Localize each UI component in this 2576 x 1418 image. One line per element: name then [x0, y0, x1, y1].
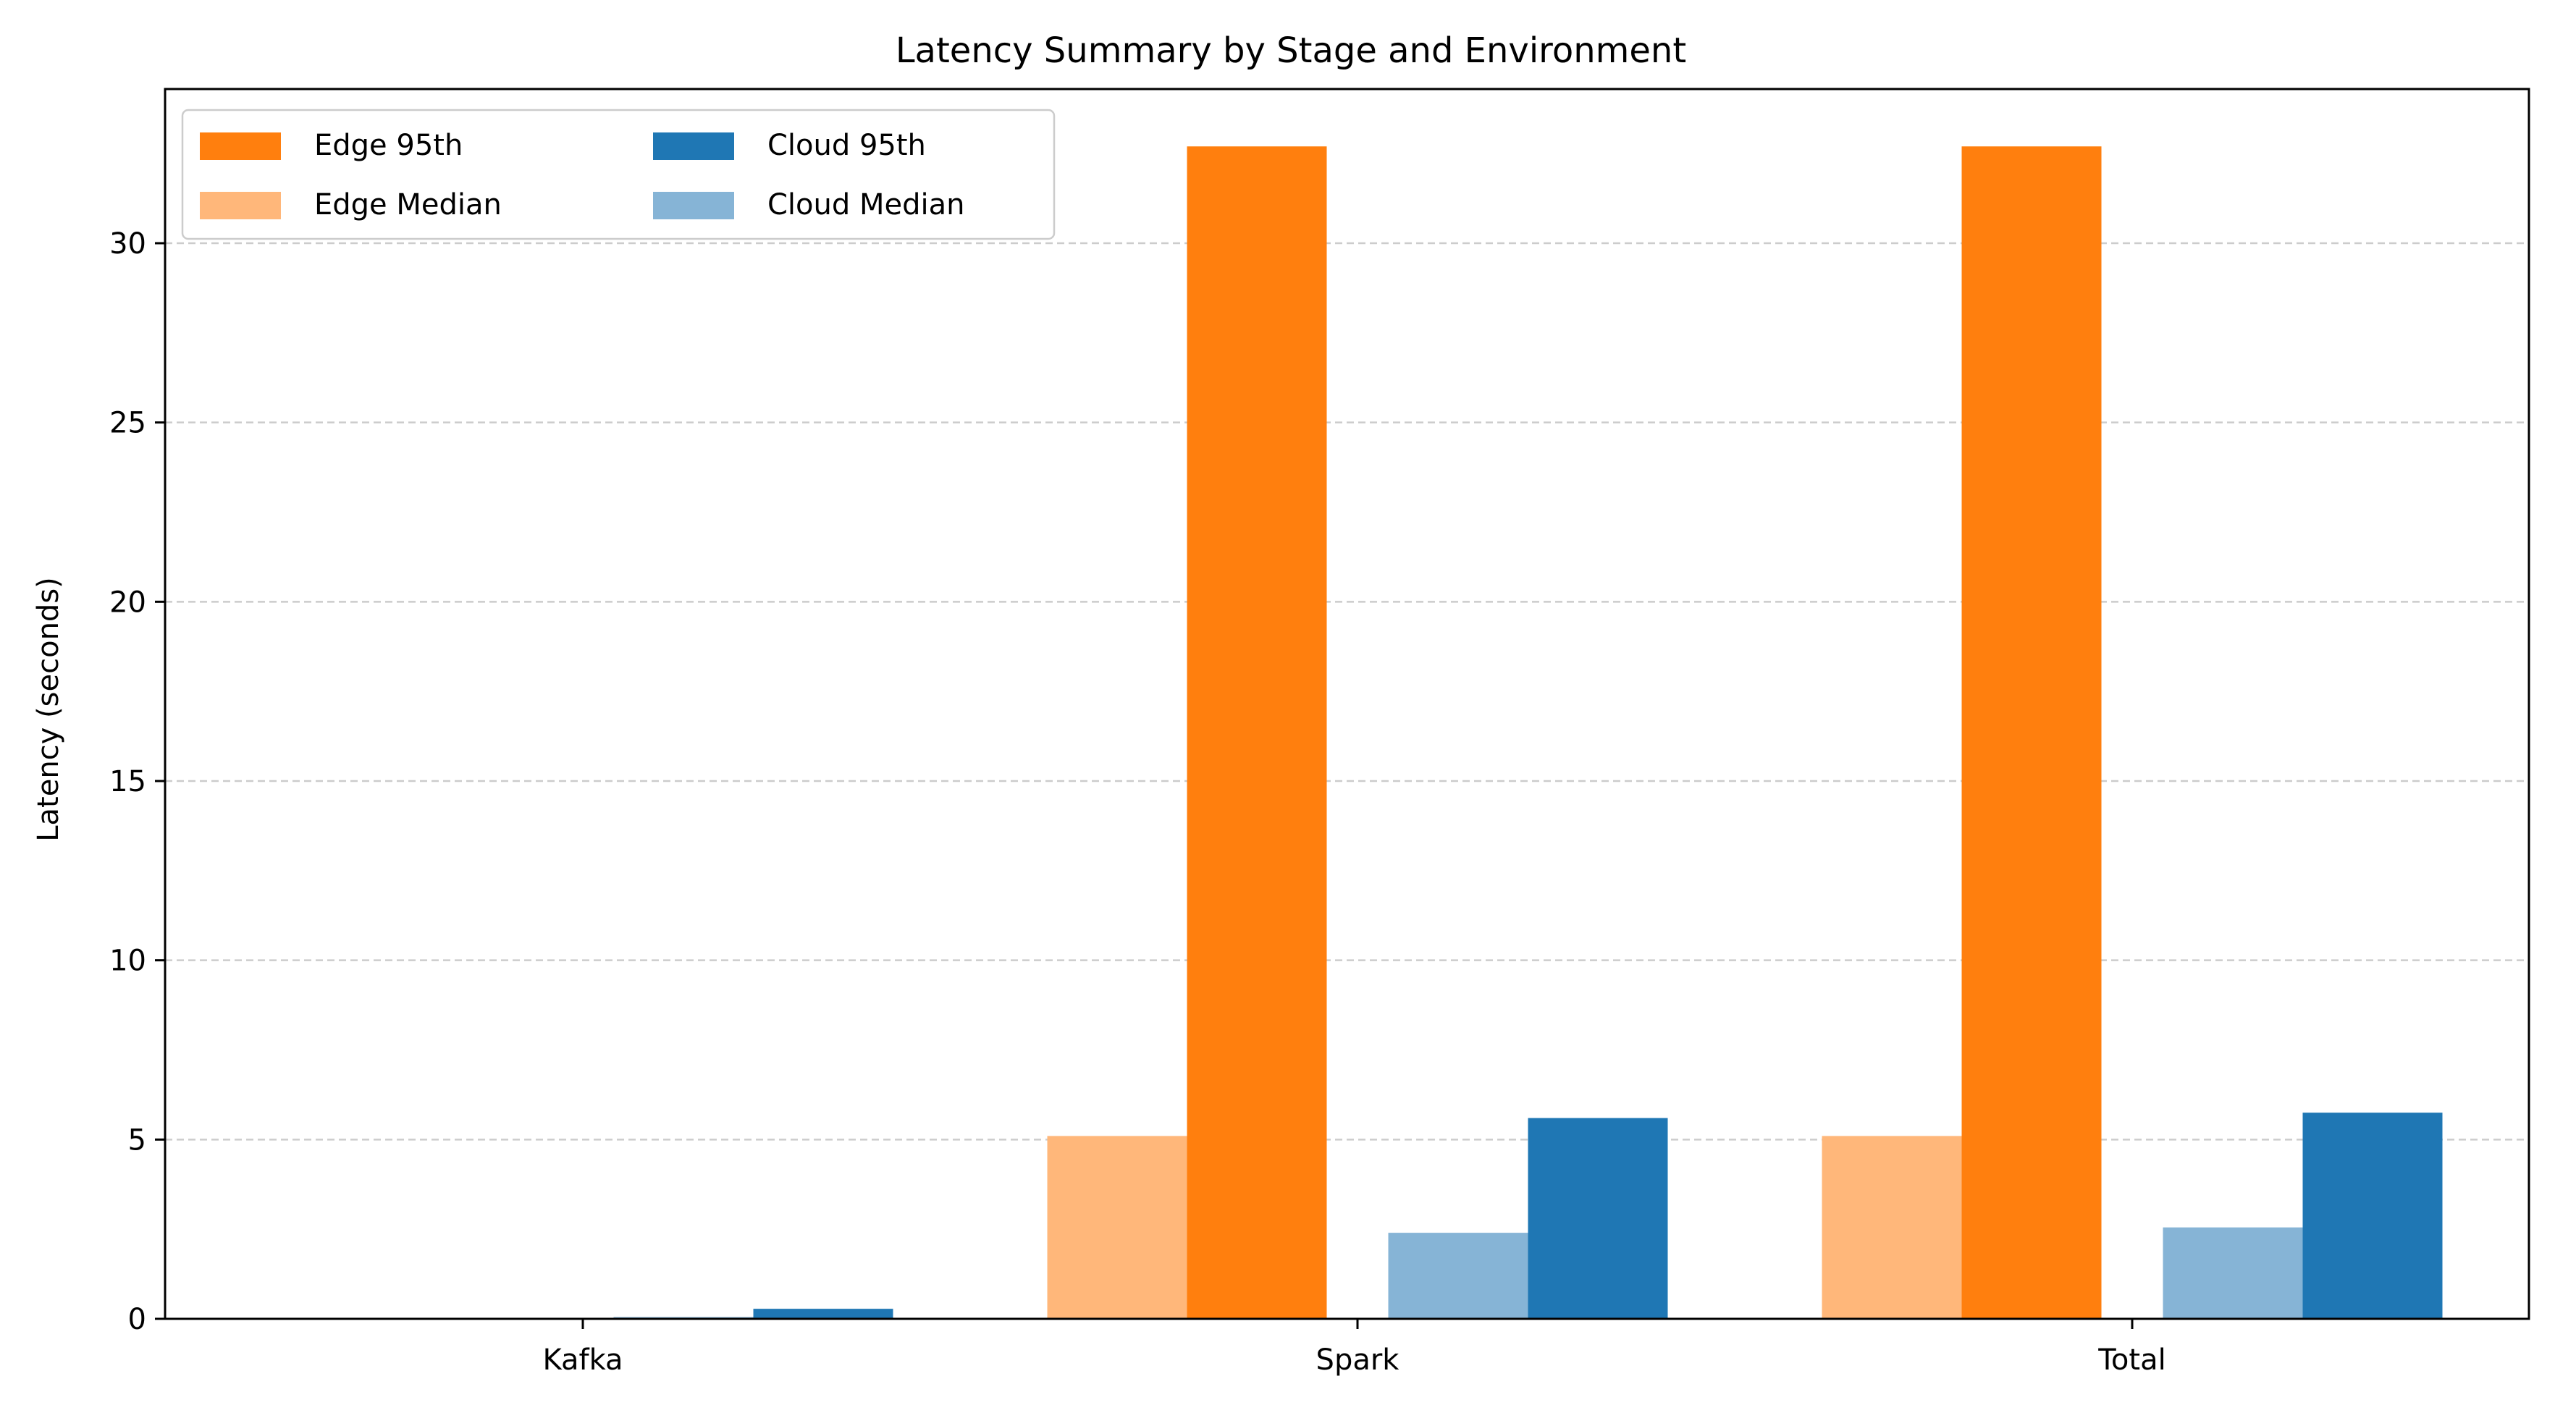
- y-tick-label: 5: [128, 1123, 146, 1157]
- axes: 0 5 10 15 20 25 30 Kafka Spark Total: [109, 88, 2530, 1377]
- x-tick-label: Kafka: [542, 1343, 623, 1377]
- y-axis-label: Latency (seconds): [32, 577, 65, 842]
- bar-cloud-95th: [753, 1309, 893, 1319]
- legend-label: Cloud Median: [767, 188, 964, 221]
- legend-label: Edge 95th: [314, 129, 463, 162]
- bar-cloud-95th: [1528, 1118, 1668, 1319]
- legend-label: Edge Median: [314, 188, 502, 221]
- bar-edge-median: [1822, 1136, 1962, 1319]
- chart-title: Latency Summary by Stage and Environment: [896, 30, 1686, 71]
- y-tick-label: 10: [109, 945, 146, 978]
- y-tick-label: 25: [109, 407, 146, 440]
- plot-frame: [164, 88, 2530, 1320]
- bar-edge-median: [1047, 1136, 1187, 1319]
- legend-swatch: [200, 192, 281, 219]
- bar-edge-95th: [1187, 146, 1327, 1319]
- grid-lines: [165, 242, 2529, 1141]
- x-tick-label: Spark: [1316, 1343, 1400, 1377]
- legend: Edge 95th Edge Median Cloud 95th Cloud Medi…: [181, 109, 1056, 240]
- legend-swatch: [653, 192, 734, 219]
- y-tick-label: 20: [109, 586, 146, 619]
- x-tick-label: Total: [2097, 1343, 2165, 1377]
- y-tick-label: 15: [109, 765, 146, 798]
- bars: [272, 146, 2443, 1319]
- y-tick-label: 0: [128, 1303, 146, 1336]
- bar-cloud-median: [1388, 1233, 1528, 1319]
- bar-cloud-95th: [2302, 1113, 2443, 1319]
- y-tick-label: 30: [109, 227, 146, 261]
- bar-edge-95th: [1961, 146, 2102, 1319]
- legend-box: [181, 109, 1056, 240]
- legend-swatch: [200, 132, 281, 160]
- legend-label: Cloud 95th: [767, 129, 926, 162]
- legend-swatch: [653, 132, 734, 160]
- bar-cloud-median: [2163, 1227, 2303, 1319]
